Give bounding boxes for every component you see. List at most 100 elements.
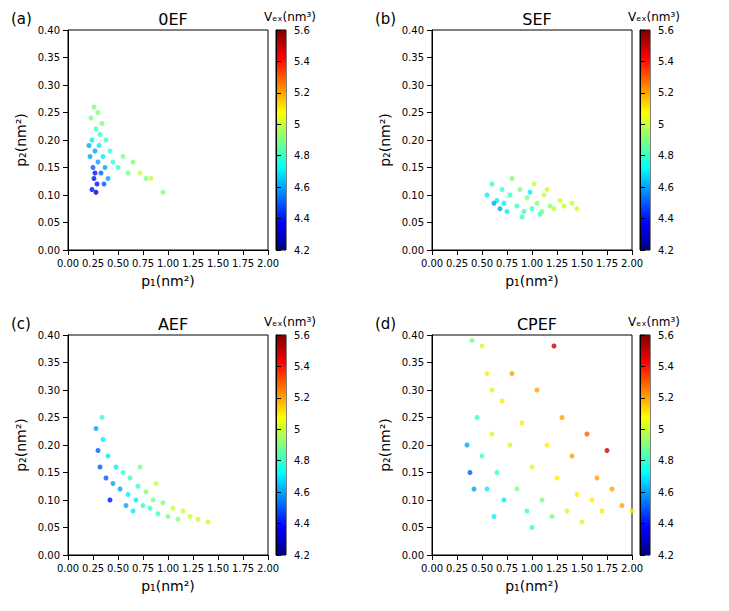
svg-text:p₁(nm²): p₁(nm²) bbox=[141, 578, 195, 594]
svg-text:5.2: 5.2 bbox=[294, 87, 310, 98]
svg-text:1.25: 1.25 bbox=[546, 563, 568, 574]
svg-text:1.00: 1.00 bbox=[521, 258, 543, 269]
svg-text:0.40: 0.40 bbox=[402, 330, 424, 341]
svg-text:0.40: 0.40 bbox=[38, 330, 60, 341]
svg-text:Vₑₓ(nm³): Vₑₓ(nm³) bbox=[628, 10, 680, 24]
svg-text:0.00: 0.00 bbox=[38, 245, 60, 256]
svg-text:Vₑₓ(nm³): Vₑₓ(nm³) bbox=[264, 10, 316, 24]
svg-text:1.00: 1.00 bbox=[157, 258, 179, 269]
svg-text:4.2: 4.2 bbox=[294, 550, 310, 561]
svg-text:p₁(nm²): p₁(nm²) bbox=[505, 578, 559, 594]
svg-text:2.00: 2.00 bbox=[621, 563, 643, 574]
svg-text:0.20: 0.20 bbox=[38, 135, 60, 146]
svg-text:0.25: 0.25 bbox=[402, 107, 424, 118]
svg-text:0.40: 0.40 bbox=[402, 25, 424, 36]
svg-text:1.75: 1.75 bbox=[232, 563, 254, 574]
svg-text:4.4: 4.4 bbox=[294, 518, 310, 529]
svg-text:0.20: 0.20 bbox=[38, 440, 60, 451]
svg-text:0.30: 0.30 bbox=[402, 80, 424, 91]
svg-text:4.4: 4.4 bbox=[658, 213, 674, 224]
svg-text:1.25: 1.25 bbox=[182, 563, 204, 574]
svg-text:p₂(nm²): p₂(nm²) bbox=[377, 113, 393, 167]
svg-text:0.25: 0.25 bbox=[402, 412, 424, 423]
svg-text:0.00: 0.00 bbox=[421, 258, 443, 269]
svg-text:2.00: 2.00 bbox=[257, 258, 279, 269]
svg-text:0.75: 0.75 bbox=[132, 563, 154, 574]
svg-text:0.15: 0.15 bbox=[38, 162, 60, 173]
svg-text:4.6: 4.6 bbox=[294, 487, 310, 498]
svg-text:0.35: 0.35 bbox=[402, 52, 424, 63]
svg-text:0.15: 0.15 bbox=[402, 162, 424, 173]
svg-text:0.25: 0.25 bbox=[38, 412, 60, 423]
svg-text:5.6: 5.6 bbox=[658, 25, 674, 36]
svg-text:5: 5 bbox=[658, 119, 664, 130]
svg-text:2.00: 2.00 bbox=[621, 258, 643, 269]
svg-text:4.8: 4.8 bbox=[294, 455, 310, 466]
svg-text:0.10: 0.10 bbox=[38, 495, 60, 506]
svg-text:1.50: 1.50 bbox=[571, 258, 593, 269]
svg-text:1.50: 1.50 bbox=[207, 563, 229, 574]
svg-text:0.00: 0.00 bbox=[57, 563, 79, 574]
svg-text:0.00: 0.00 bbox=[402, 245, 424, 256]
svg-text:4.4: 4.4 bbox=[294, 213, 310, 224]
svg-text:0.35: 0.35 bbox=[38, 357, 60, 368]
svg-text:SEF: SEF bbox=[522, 10, 551, 29]
svg-text:5.6: 5.6 bbox=[294, 330, 310, 341]
svg-text:4.2: 4.2 bbox=[294, 245, 310, 256]
svg-text:5: 5 bbox=[294, 424, 300, 435]
svg-text:0.75: 0.75 bbox=[496, 563, 518, 574]
svg-text:0.25: 0.25 bbox=[446, 258, 468, 269]
svg-text:0.15: 0.15 bbox=[402, 467, 424, 478]
svg-text:0.10: 0.10 bbox=[402, 190, 424, 201]
svg-text:0.10: 0.10 bbox=[402, 495, 424, 506]
svg-text:0.50: 0.50 bbox=[107, 258, 129, 269]
svg-text:1.25: 1.25 bbox=[182, 258, 204, 269]
svg-text:p₂(nm²): p₂(nm²) bbox=[377, 418, 393, 472]
svg-text:4.8: 4.8 bbox=[658, 150, 674, 161]
svg-text:0.35: 0.35 bbox=[402, 357, 424, 368]
svg-text:5.2: 5.2 bbox=[658, 392, 674, 403]
svg-text:(b): (b) bbox=[375, 10, 396, 28]
svg-text:5.4: 5.4 bbox=[294, 56, 310, 67]
svg-text:5.4: 5.4 bbox=[658, 361, 674, 372]
svg-text:0EF: 0EF bbox=[158, 10, 188, 29]
svg-text:4.6: 4.6 bbox=[294, 182, 310, 193]
svg-text:0.40: 0.40 bbox=[38, 25, 60, 36]
svg-text:4.8: 4.8 bbox=[294, 150, 310, 161]
svg-text:0.25: 0.25 bbox=[446, 563, 468, 574]
svg-text:0.05: 0.05 bbox=[38, 217, 60, 228]
svg-text:0.75: 0.75 bbox=[132, 258, 154, 269]
svg-text:AEF: AEF bbox=[158, 315, 188, 334]
svg-text:0.30: 0.30 bbox=[402, 385, 424, 396]
svg-text:0.05: 0.05 bbox=[402, 217, 424, 228]
svg-text:5.4: 5.4 bbox=[294, 361, 310, 372]
svg-text:p₂(nm²): p₂(nm²) bbox=[13, 418, 29, 472]
svg-text:0.00: 0.00 bbox=[57, 258, 79, 269]
svg-text:0.30: 0.30 bbox=[38, 385, 60, 396]
svg-text:1.50: 1.50 bbox=[571, 563, 593, 574]
svg-text:0.20: 0.20 bbox=[402, 135, 424, 146]
svg-text:0.50: 0.50 bbox=[107, 563, 129, 574]
svg-text:4.8: 4.8 bbox=[658, 455, 674, 466]
svg-text:0.00: 0.00 bbox=[402, 550, 424, 561]
svg-text:4.6: 4.6 bbox=[658, 487, 674, 498]
svg-text:2.00: 2.00 bbox=[257, 563, 279, 574]
svg-text:0.05: 0.05 bbox=[402, 522, 424, 533]
svg-text:0.05: 0.05 bbox=[38, 522, 60, 533]
svg-text:0.75: 0.75 bbox=[496, 258, 518, 269]
svg-text:0.50: 0.50 bbox=[471, 258, 493, 269]
svg-text:0.25: 0.25 bbox=[38, 107, 60, 118]
svg-text:0.20: 0.20 bbox=[402, 440, 424, 451]
svg-text:1.00: 1.00 bbox=[157, 563, 179, 574]
svg-text:4.6: 4.6 bbox=[658, 182, 674, 193]
svg-text:(a): (a) bbox=[11, 10, 32, 28]
svg-text:0.00: 0.00 bbox=[38, 550, 60, 561]
svg-text:1.00: 1.00 bbox=[521, 563, 543, 574]
svg-text:5.6: 5.6 bbox=[294, 25, 310, 36]
svg-text:1.75: 1.75 bbox=[596, 258, 618, 269]
svg-text:0.35: 0.35 bbox=[38, 52, 60, 63]
svg-text:0.00: 0.00 bbox=[421, 563, 443, 574]
svg-text:(c): (c) bbox=[11, 315, 31, 333]
svg-text:4.4: 4.4 bbox=[658, 518, 674, 529]
svg-text:4.2: 4.2 bbox=[658, 245, 674, 256]
